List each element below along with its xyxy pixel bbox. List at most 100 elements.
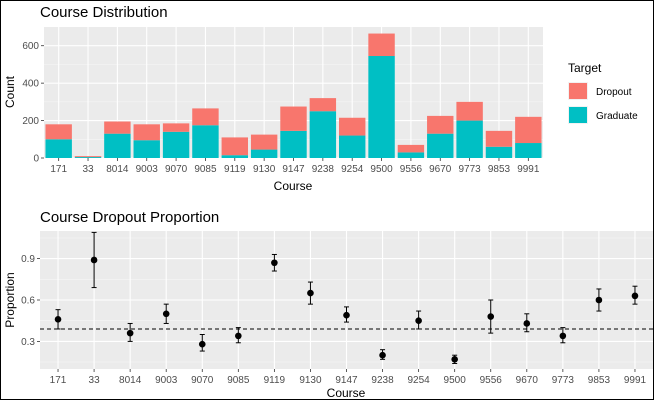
bar-graduate-9991 bbox=[515, 143, 542, 158]
point-9773 bbox=[559, 332, 567, 340]
x-tick-label: 9119 bbox=[264, 375, 286, 386]
bar-dropout-9254 bbox=[338, 117, 366, 136]
x-tick-label: 9670 bbox=[429, 164, 452, 175]
bar-graduate-9130 bbox=[250, 149, 278, 158]
point-8014 bbox=[126, 329, 134, 337]
point-9991 bbox=[631, 292, 639, 300]
legend-swatch-dropout bbox=[569, 83, 587, 99]
x-tick-label: 9773 bbox=[458, 164, 481, 175]
point-9003 bbox=[162, 310, 170, 318]
point-9238 bbox=[379, 351, 386, 359]
x-tick-label: 9500 bbox=[370, 164, 393, 175]
bar-graduate-9119 bbox=[221, 155, 249, 158]
x-tick-label: 9070 bbox=[165, 164, 188, 175]
bar-graduate-9853 bbox=[485, 146, 513, 158]
y-tick-label: 0 bbox=[33, 154, 39, 165]
bar-graduate-9556 bbox=[397, 152, 425, 158]
x-tick-label: 9991 bbox=[517, 164, 540, 175]
point-9254 bbox=[415, 317, 422, 325]
bar-graduate-9670 bbox=[427, 133, 454, 158]
bar-dropout-9670 bbox=[427, 115, 454, 134]
bar-dropout-9130 bbox=[250, 134, 278, 150]
x-tick-label: 8014 bbox=[119, 375, 142, 386]
x-tick-label: 33 bbox=[82, 164, 94, 175]
x-tick-label: 9003 bbox=[155, 375, 178, 386]
x-tick-label: 9119 bbox=[224, 164, 246, 175]
point-9130 bbox=[307, 289, 314, 297]
x-tick-label: 9556 bbox=[480, 375, 503, 386]
point-9853 bbox=[595, 296, 603, 304]
x-tick-label: 9130 bbox=[253, 164, 276, 175]
x-axis-title-distribution: Course bbox=[274, 179, 313, 193]
x-ticks-distribution: 171 33 8014 9003 9070 9085 9119 9130 9147 9238 925… bbox=[50, 158, 540, 175]
bar-graduate-9500 bbox=[368, 56, 395, 158]
x-tick-label: 33 bbox=[89, 375, 101, 386]
bar-graduate-9773 bbox=[456, 120, 483, 158]
x-tick-label: 9991 bbox=[624, 375, 647, 386]
bar-dropout-9500 bbox=[368, 33, 395, 57]
bar-graduate-33 bbox=[74, 157, 102, 158]
y-tick-label: 0.9 bbox=[21, 254, 35, 265]
x-tick-label: 9147 bbox=[335, 375, 358, 386]
x-tick-label: 9070 bbox=[191, 375, 214, 386]
bar-graduate-9254 bbox=[338, 135, 366, 158]
point-9670 bbox=[523, 320, 531, 327]
x-tick-label: 9238 bbox=[371, 375, 394, 386]
x-tick-label: 9003 bbox=[136, 164, 159, 175]
x-tick-label: 9085 bbox=[194, 164, 217, 175]
x-tick-label: 9773 bbox=[552, 375, 575, 386]
bar-graduate-9147 bbox=[280, 130, 307, 158]
x-tick-label: 8014 bbox=[106, 164, 129, 175]
x-tick-label: 9556 bbox=[400, 164, 423, 175]
chart-title-proportion: Course Dropout Proportion bbox=[40, 209, 219, 226]
chart-title-distribution: Course Distribution bbox=[40, 4, 168, 21]
bar-dropout-9003 bbox=[133, 124, 160, 141]
y-tick-label: 200 bbox=[22, 116, 39, 127]
x-tick-label: 9085 bbox=[227, 375, 250, 386]
x-tick-label: 9670 bbox=[516, 375, 539, 386]
bar-dropout-9119 bbox=[221, 137, 249, 156]
y-tick-label: 0.6 bbox=[21, 296, 35, 307]
legend: Target Dropout Graduate bbox=[568, 61, 638, 124]
bar-dropout-8014 bbox=[104, 121, 131, 134]
y-ticks-distribution: 0 200 400 600 bbox=[22, 41, 44, 165]
bar-dropout-9556 bbox=[397, 144, 425, 153]
point-9070 bbox=[198, 340, 206, 348]
point-33 bbox=[90, 256, 98, 264]
y-tick-label: 400 bbox=[22, 79, 39, 90]
bar-dropout-9991 bbox=[515, 116, 542, 144]
legend-label-graduate: Graduate bbox=[596, 111, 638, 122]
x-tick-label: 9500 bbox=[444, 375, 467, 386]
bars-distribution bbox=[45, 33, 542, 158]
x-tick-label: 9254 bbox=[407, 375, 430, 386]
bar-graduate-171 bbox=[45, 139, 72, 158]
bar-graduate-9003 bbox=[133, 140, 160, 158]
x-tick-label: 9853 bbox=[488, 164, 511, 175]
y-tick-label: 600 bbox=[22, 41, 39, 52]
point-171 bbox=[54, 316, 62, 323]
legend-swatch-graduate bbox=[569, 107, 587, 123]
points-proportion bbox=[54, 231, 639, 364]
y-ticks-proportion: 0.3 0.6 0.9 bbox=[21, 254, 40, 348]
y-tick-label: 0.3 bbox=[21, 337, 35, 348]
bar-graduate-9085 bbox=[192, 125, 219, 158]
bar-dropout-33 bbox=[74, 156, 102, 158]
x-tick-label: 171 bbox=[50, 375, 67, 386]
bar-graduate-8014 bbox=[104, 133, 131, 158]
legend-title: Target bbox=[568, 61, 602, 75]
x-tick-label: 9853 bbox=[588, 375, 611, 386]
bar-dropout-171 bbox=[45, 124, 72, 140]
x-tick-label: 9147 bbox=[282, 164, 305, 175]
x-tick-label: 9130 bbox=[299, 375, 322, 386]
bar-dropout-9070 bbox=[162, 123, 190, 132]
x-ticks-proportion: 171 33 8014 9003 9070 9085 9119 9130 9147 9238 925… bbox=[50, 369, 647, 386]
x-tick-label: 171 bbox=[50, 164, 67, 175]
y-axis-title-proportion: Proportion bbox=[3, 272, 17, 327]
bar-dropout-9085 bbox=[192, 108, 219, 126]
point-9147 bbox=[343, 311, 350, 319]
bar-dropout-9853 bbox=[485, 130, 513, 147]
bar-graduate-9238 bbox=[309, 111, 337, 158]
bar-graduate-9070 bbox=[162, 131, 190, 158]
